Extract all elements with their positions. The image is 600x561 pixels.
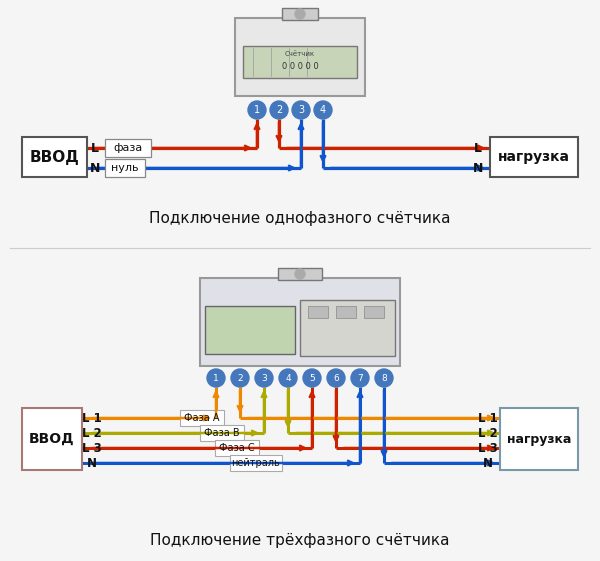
Text: L: L bbox=[474, 141, 482, 154]
Text: 2: 2 bbox=[276, 105, 282, 115]
Text: Подключение трёхфазного счётчика: Подключение трёхфазного счётчика bbox=[150, 532, 450, 548]
Circle shape bbox=[248, 101, 266, 119]
Circle shape bbox=[295, 9, 305, 19]
FancyBboxPatch shape bbox=[235, 18, 365, 96]
Text: 0 0 0 0 0: 0 0 0 0 0 bbox=[281, 62, 319, 71]
FancyBboxPatch shape bbox=[336, 306, 356, 318]
Text: L 3: L 3 bbox=[82, 442, 102, 454]
Circle shape bbox=[327, 369, 345, 387]
Text: ВВОД: ВВОД bbox=[29, 149, 79, 164]
FancyBboxPatch shape bbox=[200, 425, 244, 441]
Text: 1: 1 bbox=[213, 374, 219, 383]
Circle shape bbox=[255, 369, 273, 387]
Text: L 1: L 1 bbox=[82, 412, 102, 425]
FancyBboxPatch shape bbox=[490, 137, 578, 177]
Text: Счётчик: Счётчик bbox=[285, 51, 315, 57]
Text: нейтраль: нейтраль bbox=[232, 458, 280, 468]
Circle shape bbox=[231, 369, 249, 387]
Text: Фаза А: Фаза А bbox=[184, 413, 220, 423]
FancyBboxPatch shape bbox=[364, 306, 384, 318]
Text: нуль: нуль bbox=[111, 163, 139, 173]
Circle shape bbox=[375, 369, 393, 387]
Text: Фаза В: Фаза В bbox=[204, 428, 240, 438]
FancyBboxPatch shape bbox=[300, 300, 395, 356]
Text: L 3: L 3 bbox=[478, 442, 498, 454]
FancyBboxPatch shape bbox=[278, 268, 322, 280]
FancyBboxPatch shape bbox=[282, 8, 318, 20]
Text: N: N bbox=[87, 457, 97, 470]
FancyBboxPatch shape bbox=[105, 159, 145, 177]
Text: L 2: L 2 bbox=[82, 426, 102, 439]
Text: N: N bbox=[473, 162, 483, 174]
FancyBboxPatch shape bbox=[308, 306, 328, 318]
FancyBboxPatch shape bbox=[22, 137, 87, 177]
Text: N: N bbox=[90, 162, 100, 174]
Text: 5: 5 bbox=[309, 374, 315, 383]
FancyBboxPatch shape bbox=[215, 440, 259, 456]
Text: L 2: L 2 bbox=[478, 426, 498, 439]
Circle shape bbox=[292, 101, 310, 119]
FancyBboxPatch shape bbox=[205, 306, 295, 354]
Text: 4: 4 bbox=[285, 374, 291, 383]
FancyBboxPatch shape bbox=[22, 408, 82, 470]
Text: L 1: L 1 bbox=[478, 412, 498, 425]
Text: нагрузка: нагрузка bbox=[507, 433, 571, 445]
Text: 6: 6 bbox=[333, 374, 339, 383]
Text: 3: 3 bbox=[261, 374, 267, 383]
FancyBboxPatch shape bbox=[230, 455, 282, 471]
Text: ВВОД: ВВОД bbox=[29, 432, 75, 446]
Text: нагрузка: нагрузка bbox=[498, 150, 570, 164]
Circle shape bbox=[351, 369, 369, 387]
FancyBboxPatch shape bbox=[105, 139, 151, 157]
Circle shape bbox=[295, 269, 305, 279]
Text: N: N bbox=[483, 457, 493, 470]
Circle shape bbox=[207, 369, 225, 387]
Text: Фаза С: Фаза С bbox=[219, 443, 255, 453]
Circle shape bbox=[270, 101, 288, 119]
Text: 2: 2 bbox=[237, 374, 243, 383]
Text: 4: 4 bbox=[320, 105, 326, 115]
FancyBboxPatch shape bbox=[500, 408, 578, 470]
Text: фаза: фаза bbox=[113, 143, 143, 153]
Text: 3: 3 bbox=[298, 105, 304, 115]
FancyBboxPatch shape bbox=[180, 410, 224, 426]
Text: L: L bbox=[91, 141, 99, 154]
FancyBboxPatch shape bbox=[243, 46, 357, 78]
Circle shape bbox=[314, 101, 332, 119]
Circle shape bbox=[303, 369, 321, 387]
Circle shape bbox=[279, 369, 297, 387]
Text: 1: 1 bbox=[254, 105, 260, 115]
Text: Подключение однофазного счётчика: Подключение однофазного счётчика bbox=[149, 210, 451, 226]
Text: 7: 7 bbox=[357, 374, 363, 383]
Text: 8: 8 bbox=[381, 374, 387, 383]
FancyBboxPatch shape bbox=[200, 278, 400, 366]
